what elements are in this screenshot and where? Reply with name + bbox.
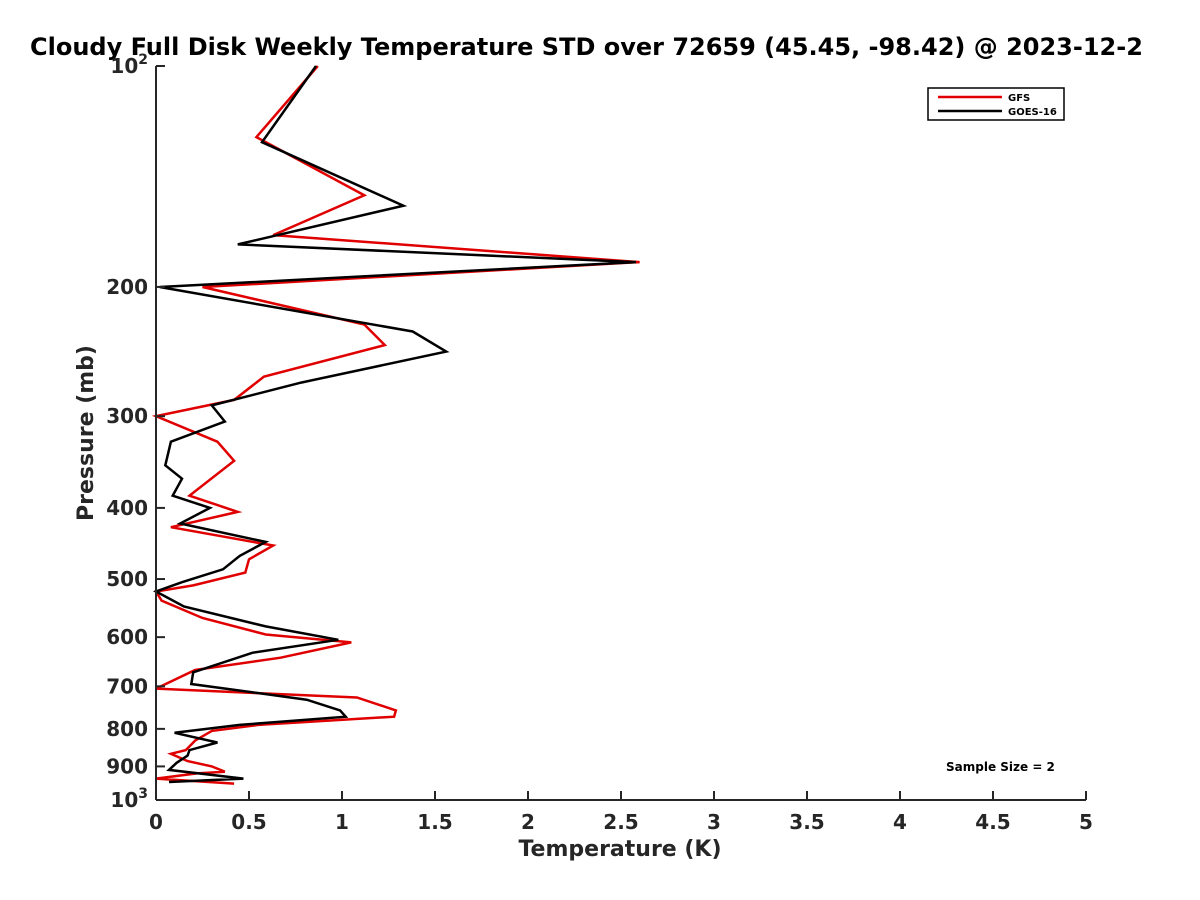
x-tick-label: 2 [521,810,535,834]
y-tick-label: 500 [106,567,148,591]
y-tick-label: 400 [106,496,148,520]
y-tick-label: 900 [106,754,148,778]
y-tick-label: 103 [110,786,148,812]
y-tick-label: 300 [106,404,148,428]
x-tick-label: 0.5 [231,810,266,834]
y-tick-label: 200 [106,275,148,299]
x-tick-label: 2.5 [603,810,638,834]
legend: GFS GOES-16 [927,87,1065,121]
x-tick-label: 4 [893,810,907,834]
series-line-gfs [151,65,640,785]
legend-label: GFS [1008,93,1030,104]
x-tick-label: 1.5 [417,810,452,834]
y-tick-label: 600 [106,625,148,649]
plot-lines [151,65,640,785]
sample-size-note: Sample Size = 2 [946,760,1055,774]
legend-label: GOES-16 [1008,107,1057,118]
y-tick-label: 700 [106,674,148,698]
series-line-goes-16 [152,65,636,784]
x-tick-label: 0 [149,810,163,834]
legend-box [927,87,1065,121]
x-tick-label: 3.5 [789,810,824,834]
x-tick-label: 1 [335,810,349,834]
x-tick-label: 3 [707,810,721,834]
y-tick-label: 800 [106,717,148,741]
x-axis-label: Temperature (K) [518,837,721,862]
x-tick-label: 4.5 [975,810,1010,834]
y-axis-label: Pressure (mb) [74,345,99,521]
axes: 0 0.5 1 1.5 2 2.5 3 3.5 4 4.5 5 102 200 300 400 500 600 7… [106,52,1093,834]
chart-title: Cloudy Full Disk Weekly Temperature STD … [30,33,1143,61]
y-tick-label: 102 [110,52,148,78]
x-tick-label: 5 [1079,810,1093,834]
